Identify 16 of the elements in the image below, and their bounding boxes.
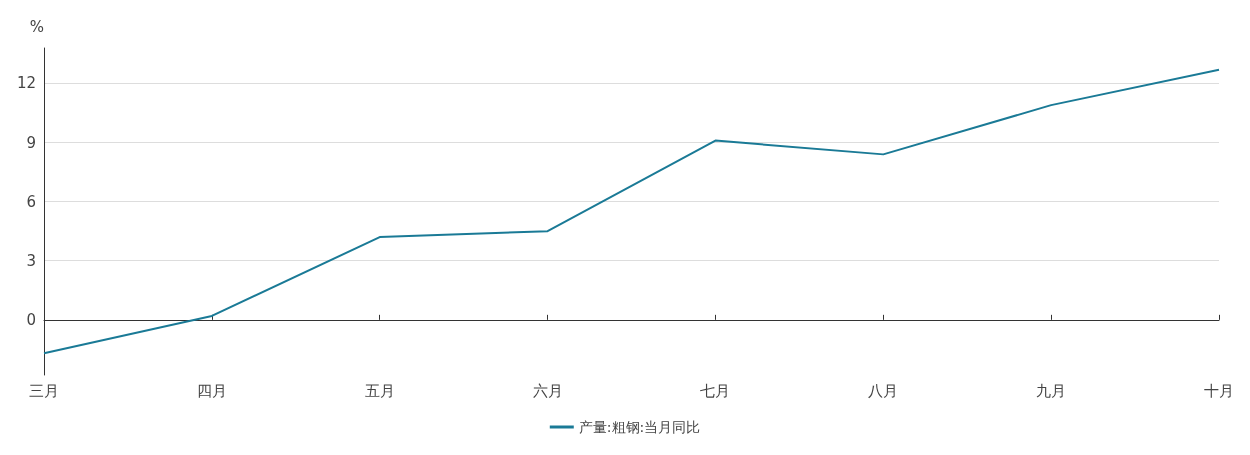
- y-tick-label: 12: [16, 74, 36, 93]
- x-tick-label: 五月: [364, 381, 395, 400]
- y-axis-title: %: [29, 17, 44, 36]
- line-series: [43, 68, 1220, 355]
- x-tick-label: 三月: [29, 381, 59, 400]
- legend-label: 产量:粗钢:当月同比: [578, 419, 701, 435]
- y-tick-label: 3: [26, 251, 36, 270]
- y-tick-label: 6: [26, 192, 36, 211]
- y-tick-label: 0: [26, 310, 36, 329]
- x-tick-label: 八月: [868, 381, 899, 400]
- x-tick-label: 六月: [532, 381, 563, 400]
- y-tick-label: 9: [26, 133, 36, 152]
- x-tick-label: 四月: [196, 381, 227, 400]
- x-tick-label: 七月: [700, 381, 731, 400]
- x-tick-label: 九月: [1036, 381, 1067, 400]
- x-tick-label: 十月: [1204, 381, 1234, 400]
